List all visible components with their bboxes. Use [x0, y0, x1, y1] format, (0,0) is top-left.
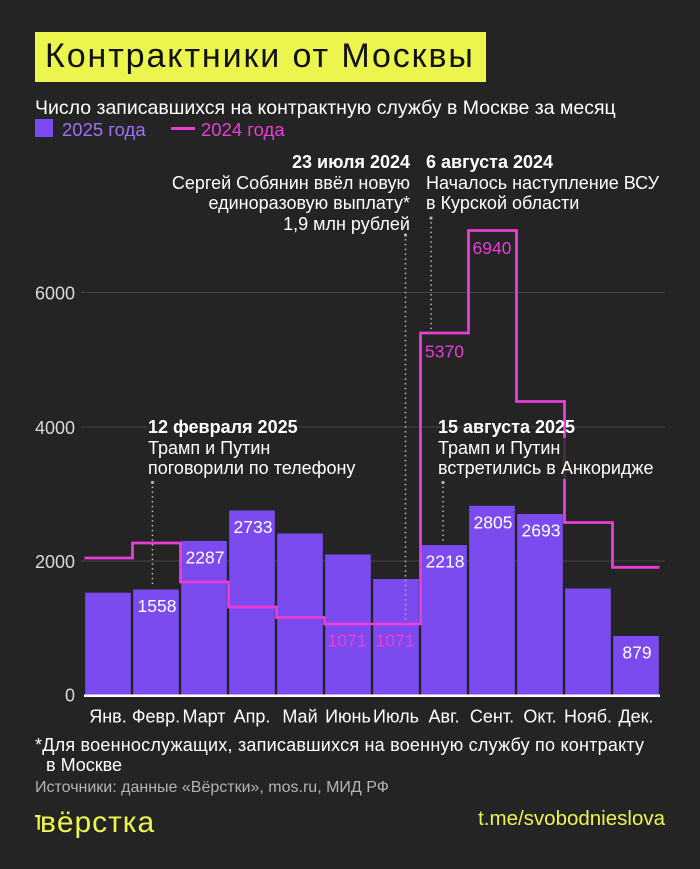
svg-text:Май: Май — [282, 707, 317, 727]
svg-text:4000: 4000 — [35, 418, 75, 438]
svg-text:2693: 2693 — [522, 521, 561, 541]
svg-text:Апр.: Апр. — [234, 707, 271, 727]
svg-text:1071: 1071 — [328, 631, 367, 651]
svg-text:2218: 2218 — [426, 552, 465, 572]
svg-text:2805: 2805 — [474, 513, 513, 533]
svg-text:5370: 5370 — [425, 342, 464, 362]
svg-text:1071: 1071 — [376, 631, 415, 651]
svg-text:Сент.: Сент. — [470, 707, 514, 727]
svg-text:Авг.: Авг. — [429, 707, 460, 727]
svg-text:6940: 6940 — [473, 238, 512, 258]
svg-text:0: 0 — [65, 686, 75, 706]
svg-text:2287: 2287 — [186, 548, 225, 568]
svg-text:2000: 2000 — [35, 552, 75, 572]
svg-text:Нояб.: Нояб. — [564, 707, 612, 727]
svg-text:Март: Март — [182, 707, 225, 727]
svg-text:Окт.: Окт. — [523, 707, 556, 727]
svg-text:2733: 2733 — [234, 517, 273, 537]
svg-text:Июль: Июль — [373, 707, 419, 727]
svg-text:Июнь: Июнь — [325, 707, 371, 727]
svg-text:6000: 6000 — [35, 284, 75, 304]
svg-text:Янв.: Янв. — [89, 707, 127, 727]
svg-text:Февр.: Февр. — [132, 707, 180, 727]
svg-text:879: 879 — [622, 643, 651, 663]
svg-text:Дек.: Дек. — [618, 707, 653, 727]
svg-text:1558: 1558 — [138, 596, 177, 616]
